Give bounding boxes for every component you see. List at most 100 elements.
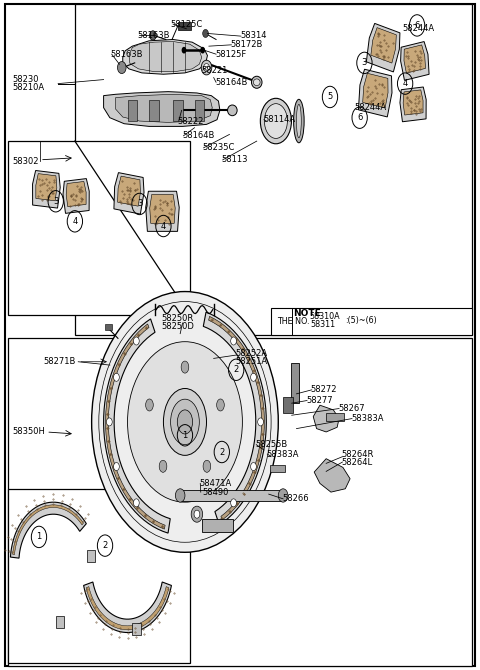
Ellipse shape [228, 105, 237, 116]
Circle shape [181, 47, 186, 54]
Ellipse shape [163, 389, 206, 456]
Polygon shape [63, 179, 89, 213]
Text: 58310A: 58310A [310, 312, 340, 321]
Bar [173, 100, 182, 121]
Polygon shape [118, 176, 141, 206]
Polygon shape [313, 405, 339, 432]
Polygon shape [401, 42, 429, 80]
Text: 58164B: 58164B [215, 78, 248, 87]
Bar [178, 22, 191, 30]
Text: 58277: 58277 [306, 396, 333, 405]
Text: 58490: 58490 [203, 488, 229, 496]
Text: 5: 5 [327, 92, 333, 101]
Text: 58164B: 58164B [182, 131, 215, 140]
Text: 58252A: 58252A [235, 349, 267, 358]
Bar [149, 100, 158, 121]
Text: 1: 1 [36, 533, 42, 541]
Text: 58311: 58311 [311, 320, 336, 329]
Text: 58244A: 58244A [403, 24, 435, 34]
Text: 58235C: 58235C [203, 143, 235, 152]
Text: NOTE: NOTE [293, 309, 320, 318]
Text: 2: 2 [234, 365, 239, 375]
Text: 58114A: 58114A [263, 115, 295, 124]
Text: 58163B: 58163B [137, 31, 169, 40]
Text: 58251A: 58251A [235, 357, 267, 366]
Ellipse shape [216, 399, 224, 411]
Text: 3: 3 [362, 58, 367, 68]
Ellipse shape [203, 460, 211, 472]
Bar [283, 397, 293, 413]
Ellipse shape [145, 399, 153, 411]
Bar [291, 363, 299, 403]
Polygon shape [36, 174, 57, 201]
Text: 58350H: 58350H [12, 427, 46, 436]
Text: :(5)~(6): :(5)~(6) [345, 316, 377, 325]
Text: 58272: 58272 [311, 385, 337, 395]
Circle shape [150, 31, 156, 40]
Ellipse shape [264, 104, 288, 139]
Polygon shape [400, 87, 426, 122]
Polygon shape [104, 92, 220, 127]
Polygon shape [123, 40, 207, 74]
Circle shape [251, 462, 256, 470]
Text: 58210A: 58210A [12, 83, 45, 92]
Polygon shape [371, 27, 396, 63]
Text: 58125F: 58125F [215, 50, 246, 59]
Polygon shape [363, 73, 388, 108]
Text: 58267: 58267 [338, 404, 365, 413]
Polygon shape [11, 502, 86, 558]
Polygon shape [404, 45, 425, 73]
Bar [128, 100, 137, 121]
Bar [56, 616, 64, 628]
Bar [194, 100, 204, 121]
Circle shape [204, 64, 209, 72]
Bar [180, 490, 283, 500]
Polygon shape [129, 42, 202, 72]
Circle shape [114, 373, 120, 381]
Text: 58172B: 58172B [230, 40, 263, 50]
Ellipse shape [170, 399, 199, 445]
Polygon shape [66, 182, 86, 206]
Ellipse shape [253, 79, 260, 86]
Circle shape [175, 489, 185, 502]
Circle shape [191, 506, 203, 522]
Bar [8, 489, 190, 663]
Circle shape [231, 499, 237, 507]
Text: 58302: 58302 [12, 157, 39, 165]
Polygon shape [150, 194, 175, 223]
Text: 58250R: 58250R [161, 314, 193, 323]
Polygon shape [366, 23, 400, 72]
Polygon shape [314, 459, 350, 492]
Text: 58230: 58230 [12, 75, 39, 84]
Bar [87, 550, 96, 562]
Text: 6: 6 [357, 113, 362, 122]
Text: 2: 2 [102, 541, 108, 550]
Bar [105, 324, 112, 330]
Bar [75, 4, 472, 335]
Text: 4: 4 [403, 79, 408, 88]
Circle shape [133, 499, 139, 507]
Bar [8, 338, 472, 666]
Ellipse shape [297, 105, 301, 138]
Ellipse shape [181, 361, 189, 373]
Text: 3: 3 [137, 200, 142, 208]
Circle shape [251, 373, 256, 381]
Text: 58250D: 58250D [161, 322, 194, 332]
Circle shape [200, 47, 205, 54]
Polygon shape [86, 586, 169, 630]
Polygon shape [204, 312, 266, 525]
Circle shape [203, 29, 208, 38]
Text: 2: 2 [219, 448, 225, 456]
Text: 58383A: 58383A [351, 414, 384, 423]
Text: 4: 4 [72, 217, 77, 226]
Circle shape [114, 462, 120, 470]
Polygon shape [12, 505, 84, 555]
Bar [8, 141, 190, 315]
Ellipse shape [177, 410, 192, 434]
Text: THE NO.: THE NO. [277, 317, 310, 326]
Circle shape [118, 62, 126, 74]
Text: 58244A: 58244A [354, 103, 386, 112]
Polygon shape [114, 173, 144, 214]
Text: 6: 6 [414, 21, 420, 30]
Circle shape [128, 342, 242, 502]
